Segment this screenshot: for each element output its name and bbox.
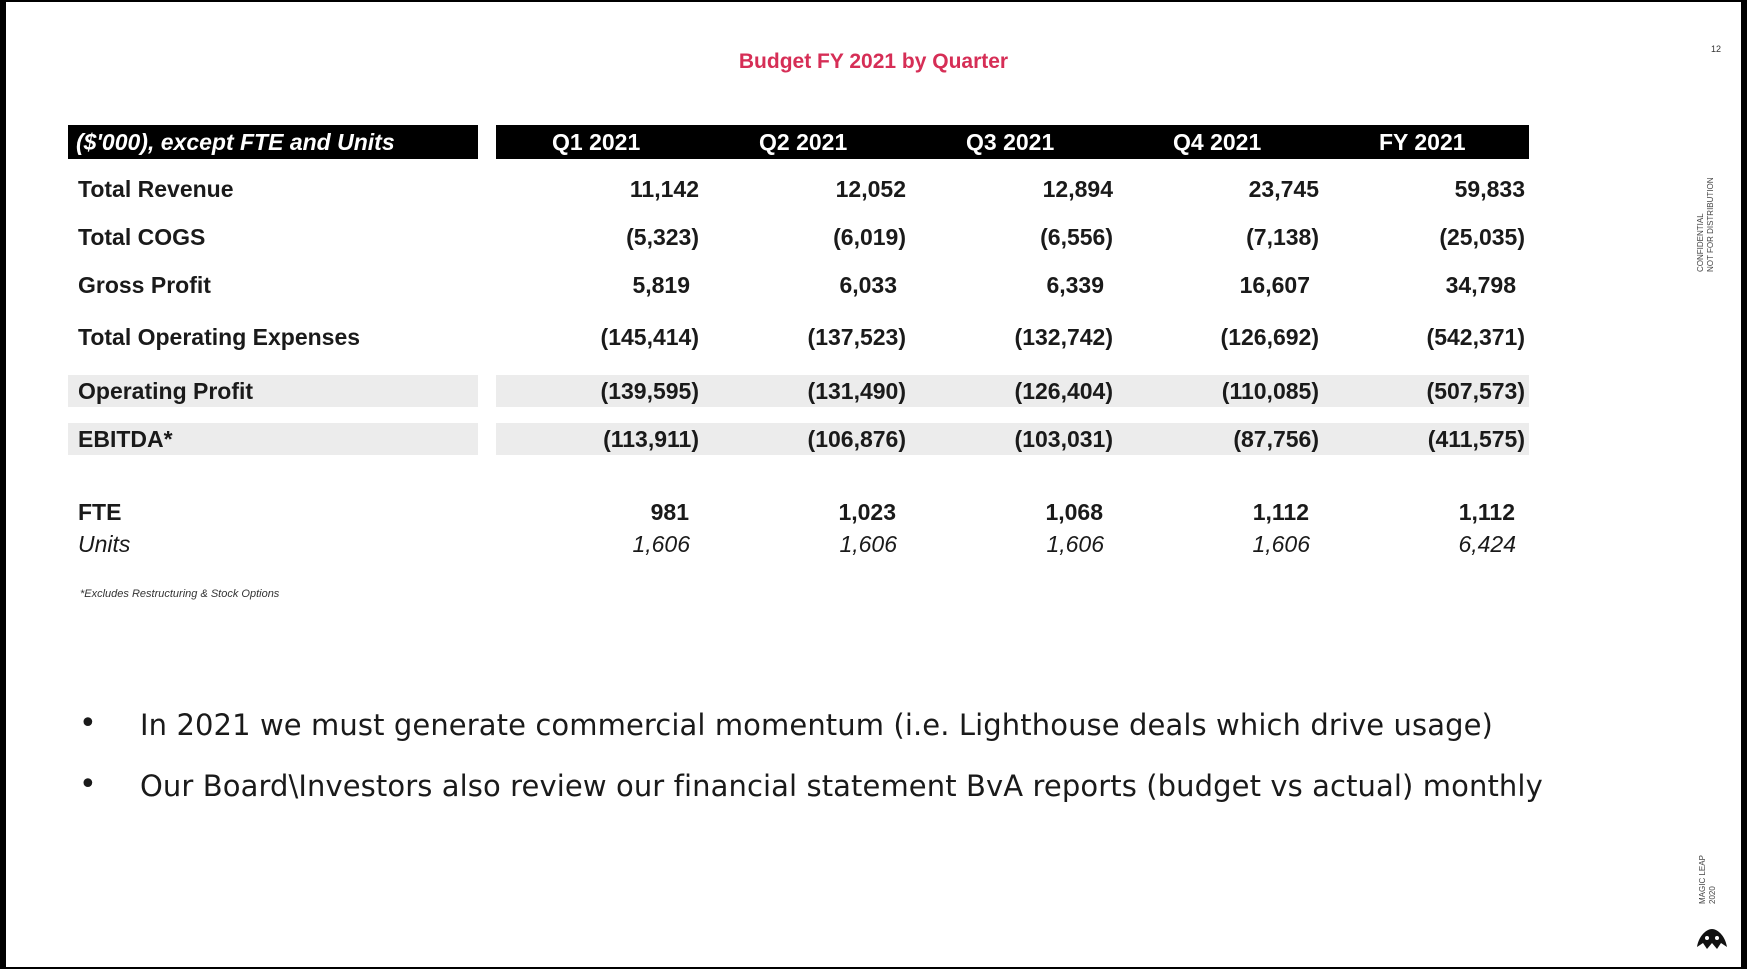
cell-q2: 6,033 xyxy=(839,272,897,298)
cell-q2: (137,523) xyxy=(807,324,906,350)
cell-fy: 59,833 xyxy=(1454,176,1525,202)
table-footnote: *Excludes Restructuring & Stock Options xyxy=(80,588,280,600)
cell-q3: 1,606 xyxy=(1046,531,1104,557)
cell-fy: 6,424 xyxy=(1458,531,1516,557)
row-label: Total Revenue xyxy=(78,176,234,202)
table-header-label: ($'000), except FTE and Units xyxy=(68,125,478,159)
row-label: FTE xyxy=(78,499,122,525)
cell-q1: (145,414) xyxy=(600,324,699,350)
cell-q4: (126,692) xyxy=(1220,324,1319,350)
confidential-line: CONFIDENTIAL xyxy=(1696,213,1705,272)
cell-q3: 6,339 xyxy=(1046,272,1104,298)
table-header-columns: Q1 2021 Q2 2021 Q3 2021 Q4 2021 FY 2021 xyxy=(496,125,1529,159)
bullet-dot-icon: • xyxy=(79,706,97,741)
brand-year: 2020 xyxy=(1708,886,1717,904)
cell-q3: 1,068 xyxy=(1045,499,1103,525)
cell-fy: (507,573) xyxy=(1426,378,1525,404)
distribution-line: NOT FOR DISTRIBUTION xyxy=(1706,177,1715,272)
cell-q2: (106,876) xyxy=(807,426,906,452)
row-label: Operating Profit xyxy=(78,378,254,404)
cell-q4: 23,745 xyxy=(1248,176,1319,202)
cell-q4: 1,112 xyxy=(1252,499,1309,525)
cell-fy: 34,798 xyxy=(1445,272,1516,298)
cell-fy: (542,371) xyxy=(1426,324,1525,350)
slide: Budget FY 2021 by Quarter 12 CONFIDENTIA… xyxy=(6,2,1741,967)
bullet-text: Our Board\Investors also review our fina… xyxy=(140,769,1543,803)
cell-q3: 12,894 xyxy=(1042,176,1113,202)
column-header-fy: FY 2021 xyxy=(1379,129,1466,155)
cell-q4: 1,606 xyxy=(1252,531,1310,557)
page-title: Budget FY 2021 by Quarter xyxy=(738,50,1009,73)
row-label: Units xyxy=(78,531,131,557)
cell-q3: (132,742) xyxy=(1014,324,1113,350)
cell-q3: (126,404) xyxy=(1014,378,1113,404)
magic-leap-logo-icon xyxy=(1697,929,1727,949)
cell-q1: 1,606 xyxy=(632,531,690,557)
cell-q2: 1,023 xyxy=(838,499,896,525)
cell-q1: (5,323) xyxy=(626,224,699,250)
cell-q3: (6,556) xyxy=(1040,224,1113,250)
confidential-note: CONFIDENTIAL NOT FOR DISTRIBUTION xyxy=(1696,177,1716,272)
row-label: Total Operating Expenses xyxy=(78,324,361,350)
cell-q1: 981 xyxy=(650,499,689,525)
band-operating-profit-values xyxy=(496,375,1529,407)
cell-q4: (87,756) xyxy=(1233,426,1319,452)
cell-q1: (113,911) xyxy=(603,426,699,452)
cell-q1: 5,819 xyxy=(632,272,690,298)
brand-name: MAGIC LEAP xyxy=(1698,855,1707,904)
band-ebitda-values xyxy=(496,423,1529,455)
column-header-q2: Q2 2021 xyxy=(759,129,848,155)
column-header-q1: Q1 2021 xyxy=(552,129,641,155)
cell-q4: (7,138) xyxy=(1246,224,1319,250)
cell-q2: 12,052 xyxy=(835,176,906,202)
cell-fy: (411,575) xyxy=(1427,426,1525,452)
cell-q2: (6,019) xyxy=(833,224,906,250)
cell-fy: 1,112 xyxy=(1458,499,1515,525)
row-label: EBITDA* xyxy=(78,426,173,452)
cell-q1: 11,142 xyxy=(629,176,699,202)
brand-note: MAGIC LEAP 2020 xyxy=(1698,855,1718,904)
cell-q2: (131,490) xyxy=(807,378,906,404)
bullet-text: In 2021 we must generate commercial mome… xyxy=(140,708,1493,742)
row-label: Total COGS xyxy=(78,224,206,250)
cell-q1: (139,595) xyxy=(600,378,699,404)
column-header-q4: Q4 2021 xyxy=(1173,129,1262,155)
band-ebitda-label xyxy=(68,423,478,455)
cell-q4: (110,085) xyxy=(1221,378,1319,404)
row-label: Gross Profit xyxy=(78,272,211,298)
cell-fy: (25,035) xyxy=(1439,224,1525,250)
cell-q4: 16,607 xyxy=(1239,272,1310,298)
bullet-dot-icon: • xyxy=(79,767,97,802)
band-operating-profit-label xyxy=(68,375,478,407)
page-number: 12 xyxy=(1711,44,1722,54)
cell-q2: 1,606 xyxy=(839,531,897,557)
column-header-q3: Q3 2021 xyxy=(966,129,1055,155)
cell-q3: (103,031) xyxy=(1014,426,1113,452)
